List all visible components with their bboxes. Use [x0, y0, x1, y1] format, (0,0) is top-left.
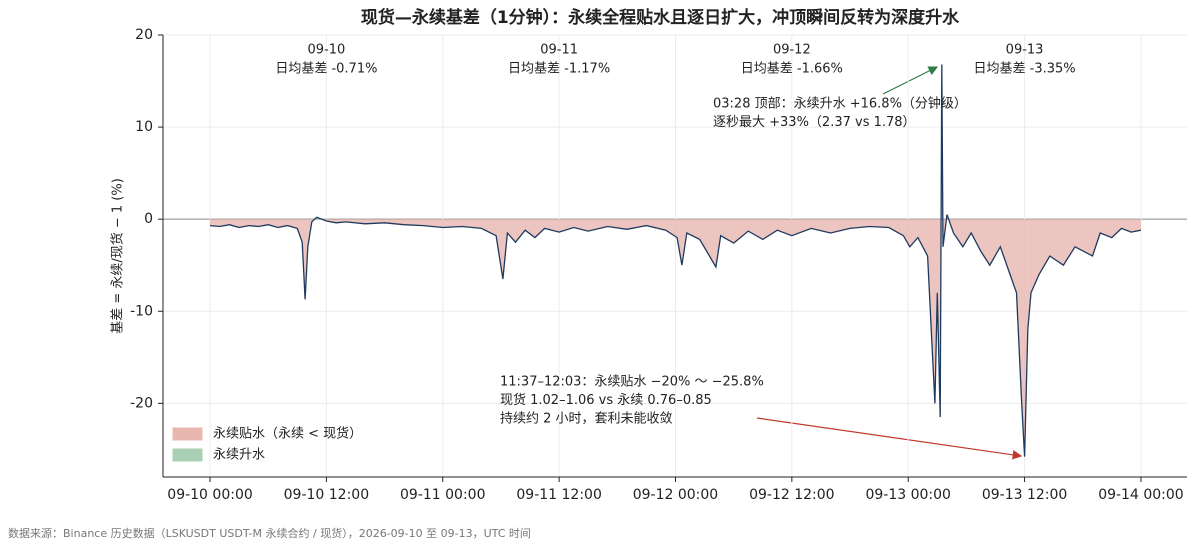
annotation-arrow [756, 417, 1023, 460]
y-tick-label: -20 [130, 395, 153, 411]
annotation: 11:37–12:03：永续贴水 −20% ～ −25.8% [500, 375, 764, 390]
chart-title: 现货—永续基差（1分钟）：永续全程贴水且逐日扩大，冲顶瞬间反转为深度升水 [361, 7, 960, 28]
legend-swatch [172, 427, 203, 441]
day-basis: 日均基差 -3.35% [974, 62, 1076, 77]
x-tick-label: 09-10 00:00 [167, 487, 252, 503]
legend-label: 永续升水 [213, 448, 265, 463]
x-tick-label: 09-13 12:00 [982, 487, 1067, 503]
legend-label: 永续贴水（永续 < 现货） [213, 426, 362, 442]
annotation: 持续约 2 小时，套利未能收敛 [500, 411, 673, 427]
day-label: 09-10 [308, 43, 346, 58]
day-basis: 日均基差 -0.71% [275, 62, 377, 77]
x-tick-label: 09-10 12:00 [284, 487, 369, 503]
annotation-arrow [882, 66, 939, 95]
x-tick-label: 09-11 12:00 [516, 487, 601, 503]
y-axis-label: 基差 = 永续/现货 − 1 (%) [110, 178, 126, 334]
x-tick-label: 09-14 00:00 [1098, 487, 1183, 503]
x-tick-label: 09-12 00:00 [633, 487, 718, 503]
annotation: 逐秒最大 +33%（2.37 vs 1.78） [713, 115, 916, 130]
y-tick-label: 10 [135, 119, 153, 135]
day-label: 09-11 [540, 43, 578, 58]
line [209, 64, 1142, 457]
y-tick-label: 20 [135, 27, 153, 43]
legend-swatch [172, 448, 203, 462]
day-label: 09-13 [1006, 43, 1044, 58]
day-basis: 日均基差 -1.17% [508, 62, 610, 77]
annotation: 03:28 顶部：永续升水 +16.8%（分钟级） [713, 96, 967, 112]
annotation: 现货 1.02–1.06 vs 永续 0.76–0.85 [500, 392, 712, 408]
source-note: 数据来源：Binance 历史数据（LSKUSDT USDT-M 永续合约 / … [8, 526, 531, 540]
y-tick-label: 0 [144, 211, 153, 227]
day-basis: 日均基差 -1.66% [741, 62, 843, 77]
x-tick-label: 09-12 12:00 [749, 487, 834, 503]
area-fill [210, 219, 1141, 457]
y-tick-label: -10 [130, 303, 153, 319]
x-tick-label: 09-13 00:00 [865, 487, 950, 503]
day-label: 09-12 [773, 43, 811, 58]
x-tick-label: 09-11 00:00 [400, 487, 485, 503]
